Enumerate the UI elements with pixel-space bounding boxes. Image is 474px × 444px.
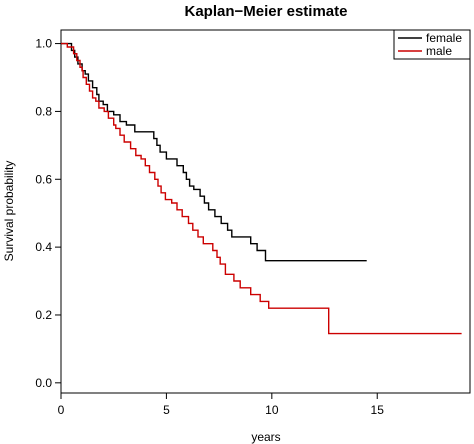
y-tick-label: 0.6 xyxy=(35,172,52,186)
x-tick-label: 15 xyxy=(371,403,385,417)
x-tick-label: 0 xyxy=(58,403,65,417)
x-axis-label: years xyxy=(251,430,280,444)
y-tick-label: 0.2 xyxy=(35,308,52,322)
x-tick-label: 5 xyxy=(163,403,170,417)
legend-box xyxy=(393,29,471,60)
x-axis: 0 5 10 15 xyxy=(58,393,385,417)
y-tick-label: 0.8 xyxy=(35,104,52,118)
y-tick-label: 1.0 xyxy=(35,37,52,51)
legend: female male xyxy=(393,29,471,60)
x-tick-label: 10 xyxy=(265,403,279,417)
survival-curves xyxy=(61,42,462,335)
plot-frame xyxy=(60,29,471,394)
survival-curve-male xyxy=(61,42,462,335)
legend-label-male: male xyxy=(426,44,452,58)
chart-title: Kaplan−Meier estimate xyxy=(185,3,348,20)
y-tick-label: 0.0 xyxy=(35,376,52,390)
y-tick-label: 0.4 xyxy=(35,240,52,254)
survival-curve-female xyxy=(61,42,367,262)
y-axis: 0.0 0.2 0.4 0.6 0.8 1.0 xyxy=(35,37,61,390)
legend-label-female: female xyxy=(426,31,462,45)
y-axis-label: Survival probability xyxy=(2,161,16,262)
